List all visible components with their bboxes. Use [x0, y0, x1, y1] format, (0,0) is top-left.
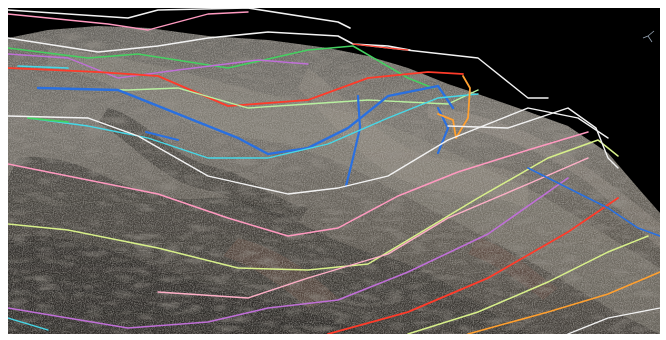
profile-line-purple-1 [8, 53, 309, 79]
profile-line-red-2 [327, 197, 619, 334]
profile-line-pink-top [8, 11, 249, 31]
profile-line-yellow-green-2 [407, 235, 649, 334]
profile-line-white-1 [8, 8, 351, 29]
profile-line-blue-4 [145, 131, 179, 141]
profile-lines [8, 8, 660, 334]
profile-line-white-2 [8, 31, 411, 53]
profile-line-blue-1 [36, 84, 455, 156]
profile-line-white-3 [8, 107, 609, 195]
profile-line-green-1 [8, 45, 434, 89]
profile-line-red-top-right [352, 43, 409, 51]
profile-line-orange-2 [467, 271, 660, 334]
profile-line-cyan-2 [27, 93, 479, 159]
profile-line-orange-1 [437, 75, 471, 139]
axis-triad-icon [642, 30, 655, 43]
profile-line-red-1 [8, 67, 464, 107]
terrain-scene[interactable] [8, 8, 660, 334]
profile-line-purple-2 [8, 177, 569, 329]
profile-line-blue-2 [344, 94, 362, 188]
profile-line-white-5 [567, 307, 660, 334]
point-cloud-viewport[interactable] [8, 8, 660, 334]
profile-line-cyan-3 [527, 167, 660, 237]
profile-line-light-green [37, 87, 479, 109]
profile-line-pink-1 [8, 131, 589, 237]
profile-line-cyan-1 [17, 65, 69, 69]
profile-line-light-pink [157, 157, 589, 299]
profile-line-white-top-right [352, 43, 549, 99]
profile-line-cyan-4 [8, 317, 49, 331]
profile-line-green-2 [27, 117, 69, 123]
profile-line-yellow-green-1 [8, 139, 619, 271]
profile-line-white-4 [447, 107, 619, 169]
